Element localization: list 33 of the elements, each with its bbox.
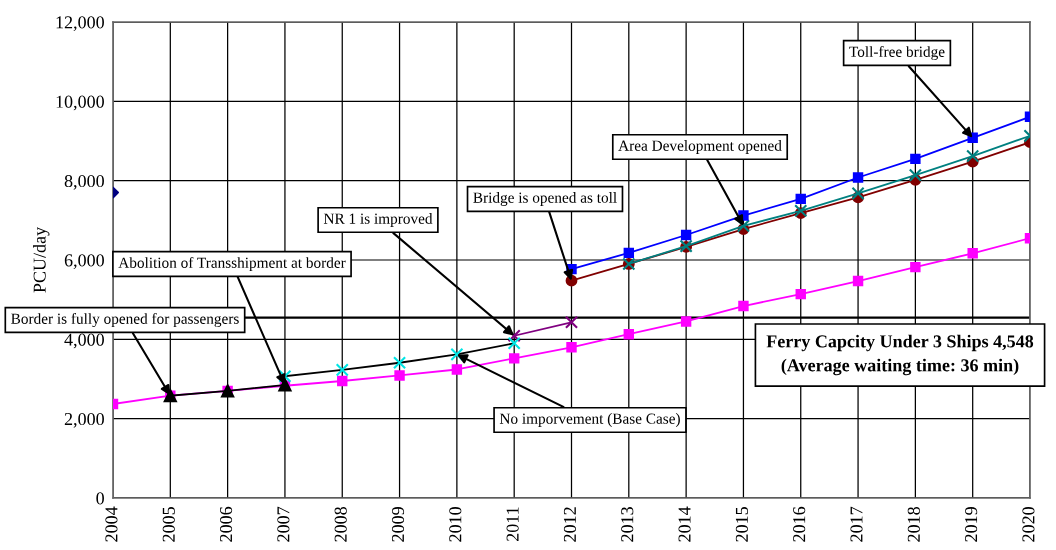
- y-tick-label: 8,000: [64, 174, 104, 190]
- x-tick-label: 2014: [678, 506, 691, 542]
- annotation: NR 1 is improved: [323, 213, 433, 227]
- annotation: Border is fully opened for passengers: [11, 312, 239, 328]
- y-tick-label: 0: [96, 492, 104, 505]
- x-tick-label: 2016: [793, 506, 806, 542]
- y-axis-title: PCU/day: [33, 226, 50, 293]
- x-tick-label: 2012: [563, 507, 577, 542]
- x-tick-label: 2013: [621, 507, 634, 542]
- x-tick-label: 2008: [334, 507, 347, 542]
- y-tick-label: 12,000: [56, 16, 104, 32]
- annotation: Abolition of Transshipment at border: [118, 256, 346, 272]
- y-tick-label: 6,000: [64, 254, 104, 270]
- x-tick-label: 2009: [391, 507, 405, 542]
- x-tick-label: 2017: [850, 506, 863, 542]
- x-tick-label: 2015: [735, 507, 748, 542]
- ref-line-label: Ferry Capcity Under 3 Ships 4,548 (Average waiting time: 36 min): [766, 334, 1034, 376]
- x-tick-label: 2005: [162, 507, 175, 542]
- x-tick-label: 2004: [105, 506, 118, 542]
- x-tick-label: 2007: [277, 506, 290, 542]
- x-tick-label: 2019: [965, 507, 978, 542]
- annotation: No imporvement (Base Case): [499, 413, 680, 427]
- x-tick-label: 2011: [506, 507, 519, 541]
- x-tick-label: 2006: [219, 506, 233, 542]
- annotation: Area Development opened: [618, 140, 782, 154]
- x-tick-label: 2020: [1022, 507, 1035, 542]
- x-tick-label: 2018: [907, 507, 920, 542]
- y-tick-label: 10,000: [56, 95, 104, 111]
- y-tick-label: 2,000: [64, 412, 104, 428]
- annotation: Toll-free bridge: [849, 45, 945, 61]
- y-tick-label: 4,000: [64, 333, 104, 349]
- x-tick-label: 2010: [449, 507, 462, 542]
- annotation: Bridge is opened as toll: [473, 192, 617, 206]
